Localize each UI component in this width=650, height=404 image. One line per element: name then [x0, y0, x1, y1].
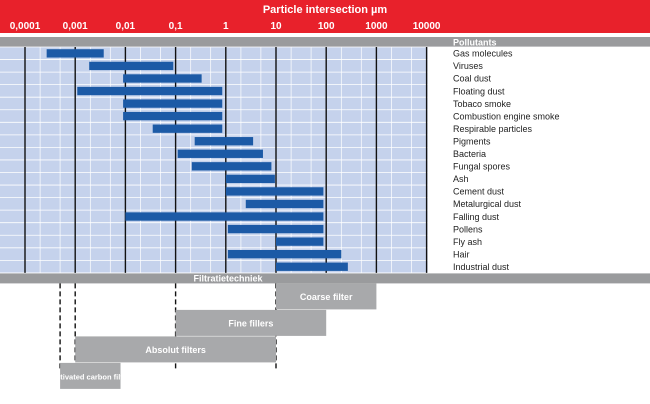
category-label: Tobaco smoke	[453, 99, 511, 109]
range-bar	[123, 111, 223, 121]
category-label: Coal dust	[453, 74, 492, 84]
x-tick-label: 0,1	[169, 21, 183, 32]
chart-header-band	[0, 0, 650, 33]
x-tick-label: 10000	[413, 21, 441, 32]
x-tick-label: 10	[270, 21, 282, 32]
range-bar	[152, 124, 223, 133]
category-label: Bacteria	[453, 149, 486, 159]
range-bar	[123, 74, 202, 83]
x-tick-label: 1	[223, 21, 229, 32]
category-label: Viruses	[453, 61, 483, 71]
range-bar	[227, 224, 324, 234]
range-bar	[225, 187, 324, 196]
range-bar	[46, 49, 104, 58]
category-label: Pigments	[453, 136, 491, 146]
category-label: Hair	[453, 249, 470, 259]
range-bar	[89, 61, 174, 71]
x-tick-label: 0,001	[63, 21, 88, 32]
category-label: Falling dust	[453, 212, 500, 222]
x-tick-label: 100	[318, 21, 335, 32]
filter-label: Coarse filter	[300, 292, 353, 302]
range-bar	[225, 174, 275, 184]
range-bar	[191, 162, 272, 171]
range-bar	[276, 237, 324, 246]
range-bar	[123, 99, 223, 108]
x-tick-label: 1000	[365, 21, 388, 32]
range-bar	[227, 250, 342, 259]
category-label: Respirable particles	[453, 124, 533, 134]
category-label: Floating dust	[453, 86, 505, 96]
filter-range-bar	[60, 362, 121, 389]
category-label: Metalurgical dust	[453, 199, 522, 209]
category-label: Combustion engine smoke	[453, 111, 560, 121]
category-label: Fungal spores	[453, 162, 511, 172]
range-bar	[194, 137, 254, 146]
category-label: Industrial dust	[453, 262, 510, 272]
filtration-header: Filtratietechniek	[193, 273, 263, 283]
chart-title: Particle intersection µm	[263, 4, 388, 16]
pollutants-header: Pollutants	[453, 38, 497, 48]
range-bar	[276, 262, 348, 271]
category-label: Pollens	[453, 224, 483, 234]
filter-range-bar	[175, 309, 327, 336]
range-bar	[245, 199, 324, 209]
filter-range-bar	[75, 336, 276, 363]
x-tick-label: 0,01	[116, 21, 136, 32]
filter-label: Fine fillers	[228, 318, 273, 328]
filter-label: Absolut filters	[145, 345, 206, 355]
category-label: Gas molecules	[453, 49, 513, 59]
filter-range-bar	[276, 283, 377, 310]
filter-label: Activated carbon filter	[51, 372, 130, 381]
range-bar	[125, 212, 324, 221]
filtration-header-band	[0, 273, 650, 284]
pollutants-header-band	[0, 37, 650, 47]
range-bar	[77, 86, 223, 96]
range-bar	[177, 149, 263, 158]
category-label: Cement dust	[453, 187, 505, 197]
category-label: Ash	[453, 174, 469, 184]
header-gap	[0, 33, 650, 37]
x-tick-label: 0,0001	[10, 21, 41, 32]
category-label: Fly ash	[453, 237, 482, 247]
